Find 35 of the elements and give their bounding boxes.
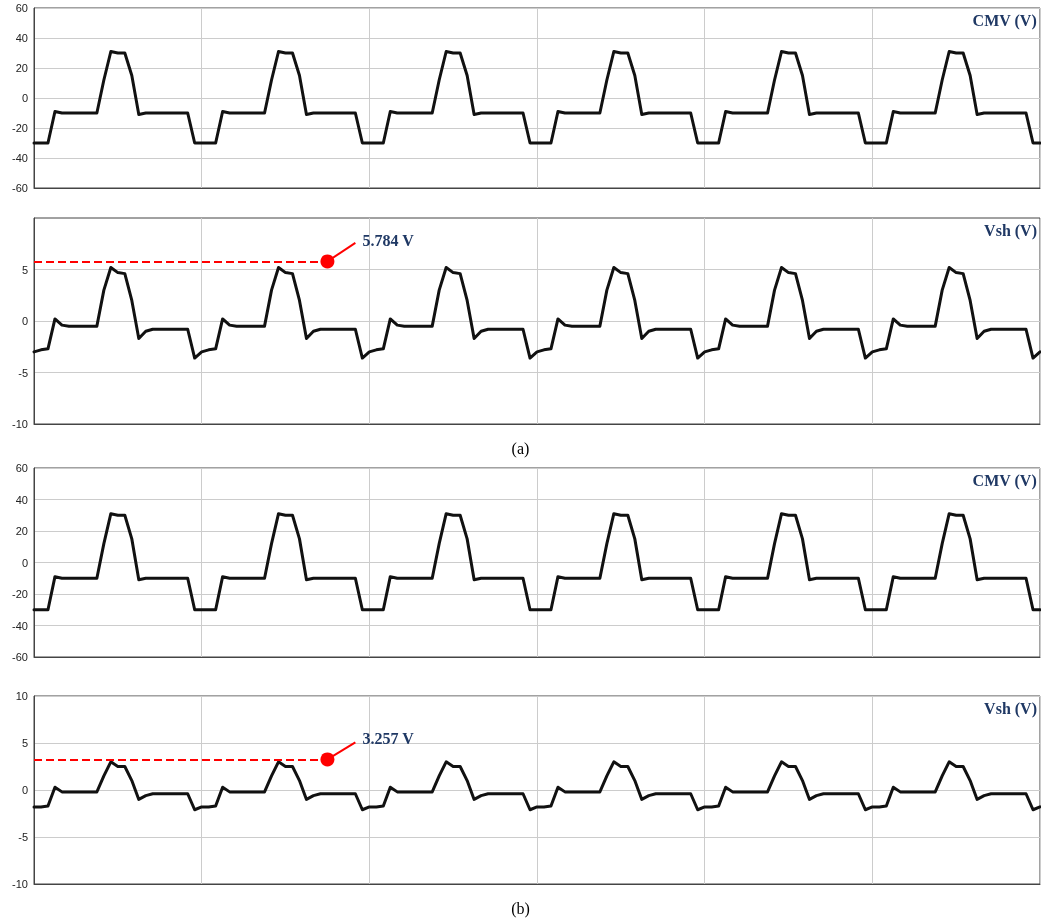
y-axis-title: CMV (V): [972, 471, 1037, 490]
line-series: [32, 760, 1041, 812]
y-tick-label: -20: [12, 122, 28, 134]
text: (b): [511, 899, 530, 918]
ref-line-label: 5.784 V: [362, 231, 415, 249]
y-axis-title: Vsh (V): [984, 221, 1037, 240]
y-tick-label: -60: [12, 182, 28, 194]
y-tick-label: -20: [12, 588, 28, 600]
y-tick-label: 10: [15, 690, 28, 702]
y-tick-label: 0: [21, 92, 28, 104]
line-series: [32, 512, 1041, 612]
y-tick-label: 0: [21, 556, 28, 569]
y-tick-label: 0: [21, 784, 28, 796]
text: (a): [511, 439, 530, 458]
y-tick-label: 40: [15, 493, 28, 506]
y-tick-label: -40: [12, 619, 28, 632]
y-tick-label: 60: [15, 2, 28, 14]
y-tick-label: 20: [15, 62, 28, 74]
y-tick-label: 5: [21, 737, 28, 749]
y-tick-label: 60: [15, 462, 28, 474]
y-tick-label: -10: [12, 418, 28, 430]
y-tick-label: 40: [15, 32, 28, 44]
y-axis-title: CMV (V): [972, 11, 1037, 30]
y-tick-label: -5: [18, 366, 28, 379]
y-tick-label: 5: [21, 263, 28, 276]
y-tick-label: -40: [12, 152, 28, 164]
y-tick-label: -5: [18, 831, 28, 843]
y-tick-label: -60: [12, 651, 28, 663]
y-axis-title: Vsh (V): [984, 699, 1037, 718]
line-series: [32, 50, 1041, 145]
y-tick-label: 20: [15, 525, 28, 537]
y-tick-label: -10: [12, 878, 28, 890]
y-tick-label: 0: [21, 315, 28, 327]
line-series: [32, 265, 1041, 360]
ref-line-label: 3.257 V: [362, 729, 415, 747]
